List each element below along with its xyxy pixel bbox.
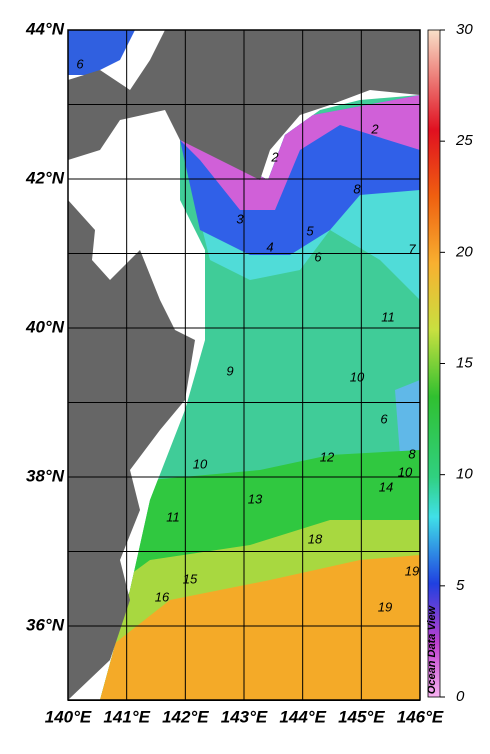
contour-label: 8 — [408, 446, 416, 461]
contour-label: 16 — [155, 589, 170, 604]
colorbar-tick-label: 10 — [456, 466, 473, 483]
lat-label: 38°N — [26, 466, 65, 485]
contour-label: 10 — [398, 464, 413, 479]
lon-label: 143°E — [221, 707, 268, 726]
contour-label: 5 — [306, 223, 314, 238]
contour-label: 14 — [379, 479, 393, 494]
contour-label: 6 — [314, 249, 322, 264]
colorbar-tick-label: 0 — [456, 688, 465, 705]
contour-label: 12 — [320, 449, 335, 464]
lat-label: 36°N — [26, 615, 65, 634]
contour-label: 7 — [408, 241, 416, 256]
contour-label: 11 — [166, 509, 180, 524]
colorbar-tick-label: 30 — [456, 21, 473, 38]
colorbar — [427, 29, 441, 698]
contour-label: 8 — [353, 181, 361, 196]
colorbar-tick-label: 5 — [456, 577, 465, 594]
credit: Ocean Data View — [426, 604, 438, 694]
contour-label: 15 — [183, 571, 198, 586]
contour-label: 3 — [236, 211, 244, 226]
lon-label: 146°E — [397, 707, 444, 726]
sst-patch — [68, 30, 135, 75]
lat-label: 40°N — [25, 317, 65, 336]
contour-label: 13 — [248, 491, 263, 506]
contour-label: 19 — [405, 563, 419, 578]
lon-label: 145°E — [338, 707, 385, 726]
lat-label: 42°N — [25, 168, 65, 187]
contour-label: 9 — [226, 363, 233, 378]
colorbar-tick-label: 15 — [456, 354, 473, 371]
lon-label: 144°E — [279, 707, 326, 726]
lat-label: 44°N — [25, 19, 65, 38]
contour-label: 10 — [350, 369, 365, 384]
lon-label: 140°E — [45, 707, 92, 726]
contour-label: 4 — [266, 239, 273, 254]
lon-label: 141°E — [103, 707, 150, 726]
contour-label: 2 — [270, 149, 279, 164]
contour-label: 6 — [380, 411, 388, 426]
lon-label: 142°E — [162, 707, 209, 726]
contour-label: 10 — [193, 456, 208, 471]
contour-label: 18 — [308, 531, 323, 546]
contour-label: 6 — [76, 56, 84, 71]
contour-label: 2 — [370, 121, 379, 136]
colorbar-tick-label: 25 — [455, 132, 473, 149]
contour-label: 19 — [378, 599, 392, 614]
contour-label: 11 — [381, 309, 395, 324]
colorbar-tick-label: 20 — [455, 243, 473, 260]
